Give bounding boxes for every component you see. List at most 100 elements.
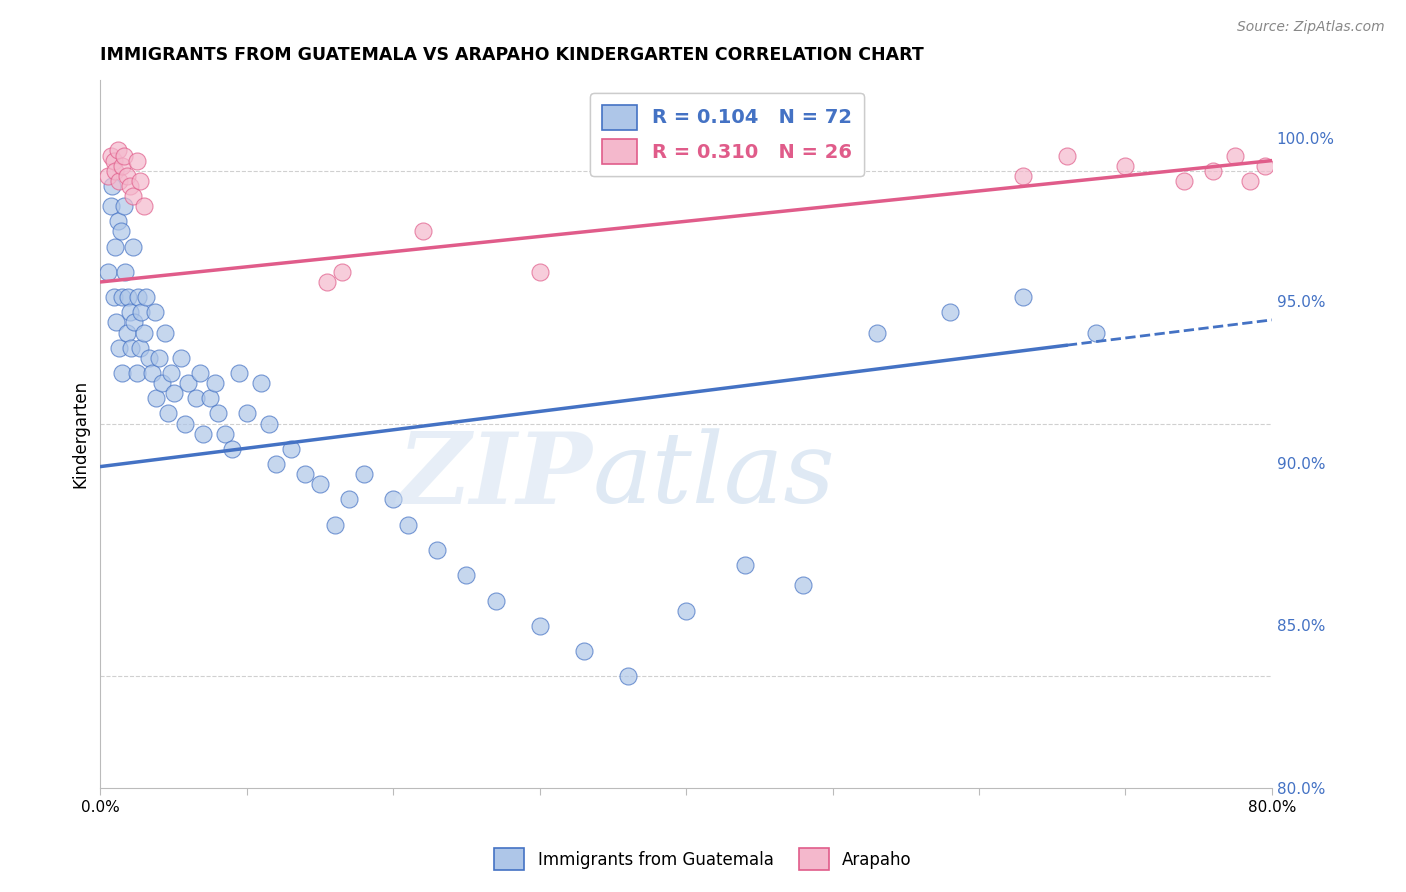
Text: ZIP: ZIP	[398, 428, 592, 524]
Point	[115, 169, 138, 183]
Point	[198, 392, 221, 406]
Point	[100, 148, 122, 162]
Point	[616, 669, 638, 683]
Point	[264, 457, 287, 471]
Point	[108, 341, 131, 355]
Point	[162, 386, 184, 401]
Point	[1012, 169, 1035, 183]
Point	[675, 604, 697, 618]
Point	[111, 290, 134, 304]
Point	[323, 517, 346, 532]
Point	[236, 407, 259, 421]
Point	[257, 417, 280, 431]
Point	[97, 265, 120, 279]
Point	[412, 224, 434, 238]
Point	[188, 366, 211, 380]
Point	[128, 174, 150, 188]
Point	[110, 224, 132, 238]
Point	[118, 178, 141, 193]
Point	[177, 376, 200, 391]
Point	[865, 326, 887, 340]
Point	[382, 492, 405, 507]
Point	[148, 351, 170, 365]
Point	[1239, 174, 1261, 188]
Point	[734, 558, 756, 573]
Point	[309, 477, 332, 491]
Point	[120, 341, 142, 355]
Point	[103, 290, 125, 304]
Point	[127, 290, 149, 304]
Point	[141, 366, 163, 380]
Point	[107, 214, 129, 228]
Point	[115, 326, 138, 340]
Point	[118, 305, 141, 319]
Point	[143, 305, 166, 319]
Point	[125, 366, 148, 380]
Point	[101, 178, 124, 193]
Point	[174, 417, 197, 431]
Point	[228, 366, 250, 380]
Point	[426, 543, 449, 558]
Point	[938, 305, 960, 319]
Point	[103, 153, 125, 168]
Point	[207, 407, 229, 421]
Point	[1012, 290, 1035, 304]
Point	[330, 265, 353, 279]
Point	[138, 351, 160, 365]
Point	[97, 169, 120, 183]
Point	[191, 426, 214, 441]
Point	[529, 619, 551, 633]
Point	[280, 442, 302, 456]
Point	[135, 290, 157, 304]
Point	[104, 239, 127, 253]
Point	[184, 392, 207, 406]
Point	[125, 153, 148, 168]
Point	[100, 199, 122, 213]
Point	[105, 315, 128, 329]
Point	[456, 568, 478, 582]
Point	[1202, 163, 1225, 178]
Point	[1225, 148, 1247, 162]
Point	[121, 189, 143, 203]
Point	[294, 467, 316, 482]
Point	[792, 578, 814, 592]
Point	[112, 199, 135, 213]
Point	[117, 290, 139, 304]
Point	[1056, 148, 1078, 162]
Point	[156, 407, 179, 421]
Text: IMMIGRANTS FROM GUATEMALA VS ARAPAHO KINDERGARTEN CORRELATION CHART: IMMIGRANTS FROM GUATEMALA VS ARAPAHO KIN…	[100, 46, 924, 64]
Point	[1114, 159, 1136, 173]
Point	[134, 199, 156, 213]
Point	[150, 376, 173, 391]
Point	[131, 305, 153, 319]
Point	[108, 174, 131, 188]
Point	[114, 265, 136, 279]
Point	[145, 392, 167, 406]
Y-axis label: Kindergarten: Kindergarten	[72, 380, 89, 488]
Point	[153, 326, 176, 340]
Point	[214, 426, 236, 441]
Point	[128, 341, 150, 355]
Point	[1253, 159, 1275, 173]
Point	[111, 366, 134, 380]
Point	[104, 163, 127, 178]
Point	[572, 644, 595, 658]
Point	[337, 492, 360, 507]
Point	[221, 442, 243, 456]
Point	[204, 376, 226, 391]
Point	[1085, 326, 1108, 340]
Point	[396, 517, 419, 532]
Point	[485, 593, 508, 607]
Point	[134, 326, 156, 340]
Legend: R = 0.104   N = 72, R = 0.310   N = 26: R = 0.104 N = 72, R = 0.310 N = 26	[591, 93, 865, 176]
Point	[121, 239, 143, 253]
Point	[316, 275, 339, 289]
Point	[353, 467, 375, 482]
Point	[170, 351, 193, 365]
Point	[159, 366, 181, 380]
Legend: Immigrants from Guatemala, Arapaho: Immigrants from Guatemala, Arapaho	[488, 842, 918, 877]
Point	[529, 265, 551, 279]
Point	[107, 144, 129, 158]
Point	[122, 315, 145, 329]
Text: Source: ZipAtlas.com: Source: ZipAtlas.com	[1237, 20, 1385, 34]
